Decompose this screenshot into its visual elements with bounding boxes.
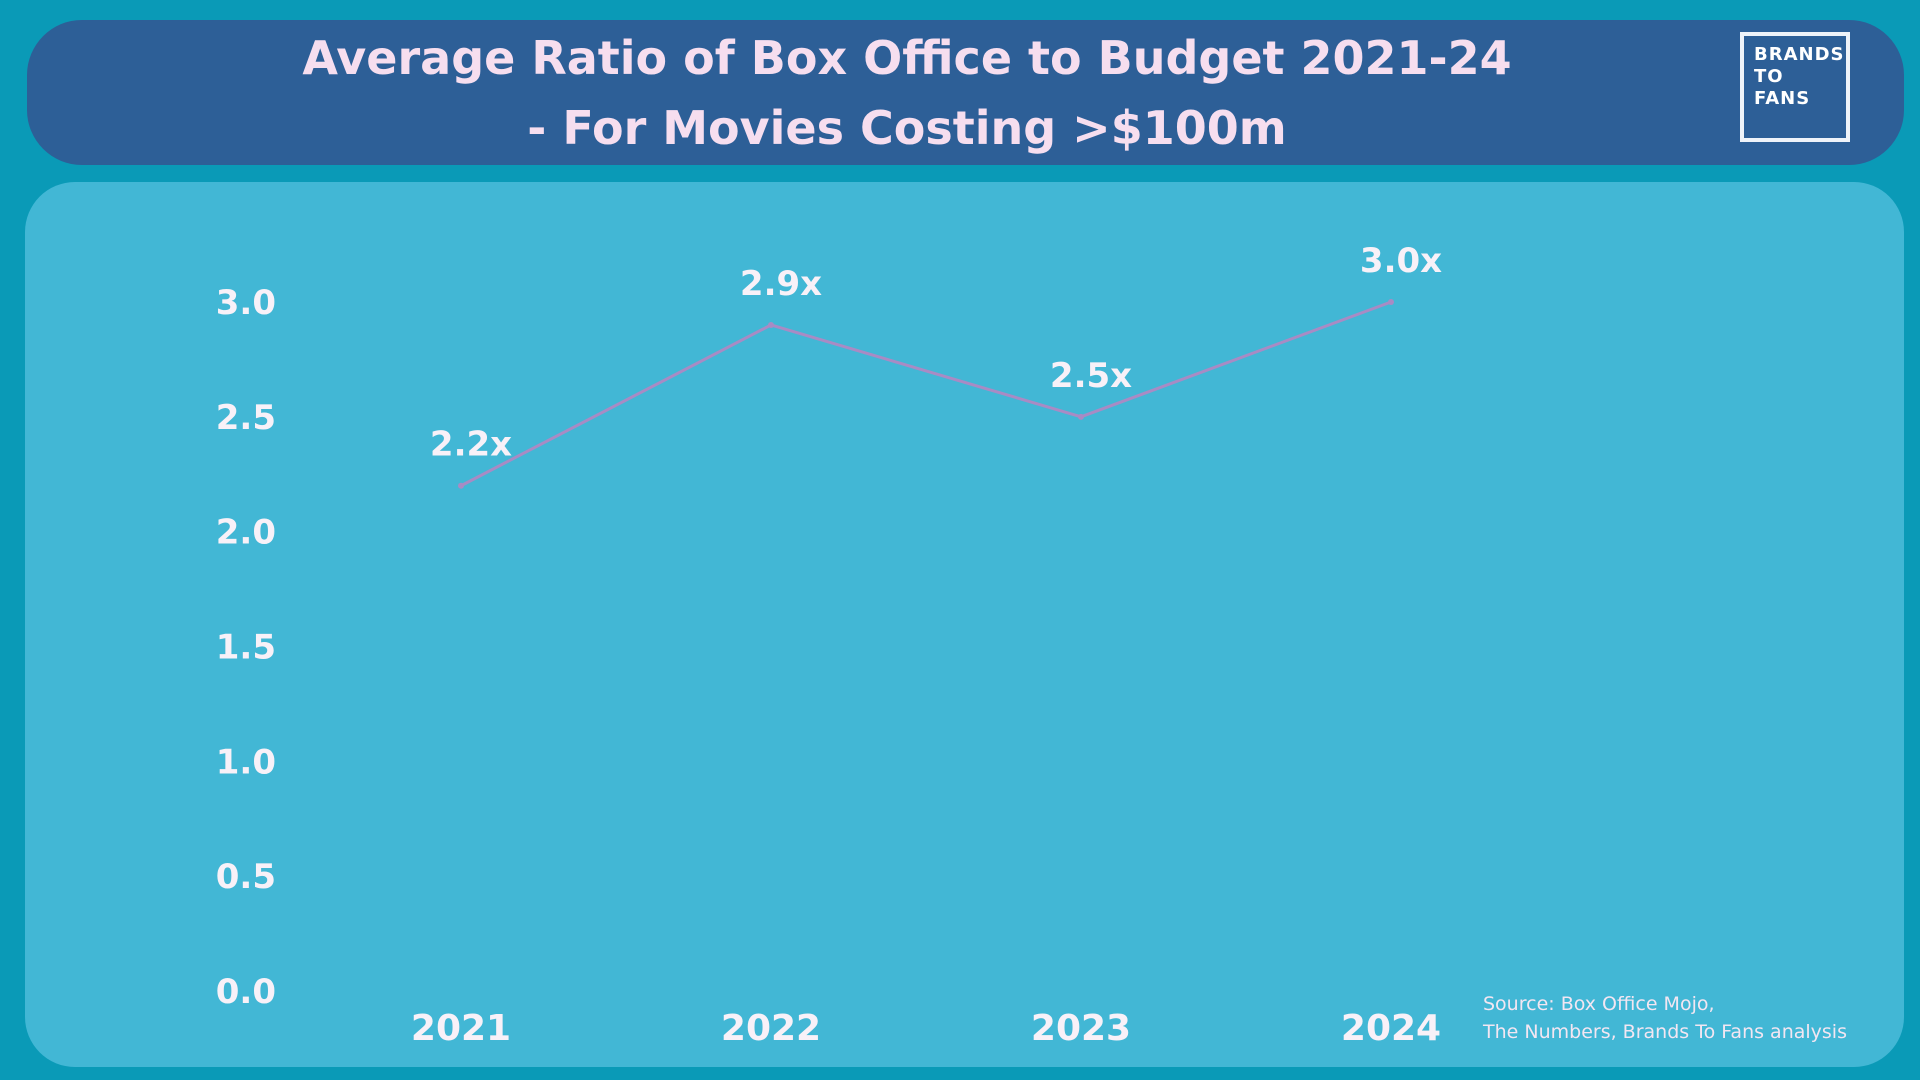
y-tick-label: 2.5 (216, 398, 276, 438)
chart-title-line-1: Average Ratio of Box Office to Budget 20… (302, 30, 1512, 85)
series-line (460, 300, 1392, 488)
y-tick-label: 1.0 (216, 742, 276, 782)
y-tick-label: 2.0 (216, 513, 276, 553)
y-tick-label: 0.0 (216, 972, 276, 1012)
x-tick-label: 2021 (411, 1008, 511, 1049)
chart-title: Average Ratio of Box Office to Budget 20… (27, 20, 1787, 165)
data-point (458, 482, 464, 489)
brands-to-fans-logo: BRANDS TO FANS (1740, 32, 1850, 142)
y-tick-label: 3.0 (216, 283, 276, 323)
chart-panel (25, 182, 1904, 1067)
source-line-2: The Numbers, Brands To Fans analysis (1483, 1021, 1847, 1043)
data-labels: 2.2x 2.9x 2.5x 3.0x (430, 241, 1442, 465)
series-line-group (458, 299, 1394, 489)
data-label: 2.9x (740, 264, 822, 304)
y-axis-ticks: 0.0 0.5 1.0 1.5 2.0 2.5 3.0 (216, 283, 276, 1012)
data-point (768, 321, 774, 328)
x-tick-label: 2024 (1341, 1008, 1441, 1049)
x-tick-label: 2023 (1031, 1008, 1131, 1049)
data-point (1388, 299, 1394, 305)
chart-title-line-2: - For Movies Costing >$100m (527, 100, 1287, 155)
title-banner: Average Ratio of Box Office to Budget 20… (27, 20, 1904, 165)
source-note: Source: Box Office Mojo, The Numbers, Br… (1483, 990, 1847, 1046)
data-label: 2.2x (430, 425, 512, 465)
x-tick-label: 2022 (721, 1008, 821, 1049)
data-label: 3.0x (1360, 241, 1442, 281)
logo-line-1: BRANDS (1754, 44, 1845, 65)
y-tick-label: 0.5 (216, 857, 276, 897)
logo-line-2: TO (1754, 66, 1784, 87)
data-point (1078, 413, 1084, 420)
logo-line-3: FANS (1754, 88, 1811, 109)
source-line-1: Source: Box Office Mojo, (1483, 993, 1715, 1015)
y-tick-label: 1.5 (216, 628, 276, 668)
x-axis-ticks: 2021 2022 2023 2024 (411, 1008, 1441, 1049)
data-label: 2.5x (1050, 356, 1132, 396)
